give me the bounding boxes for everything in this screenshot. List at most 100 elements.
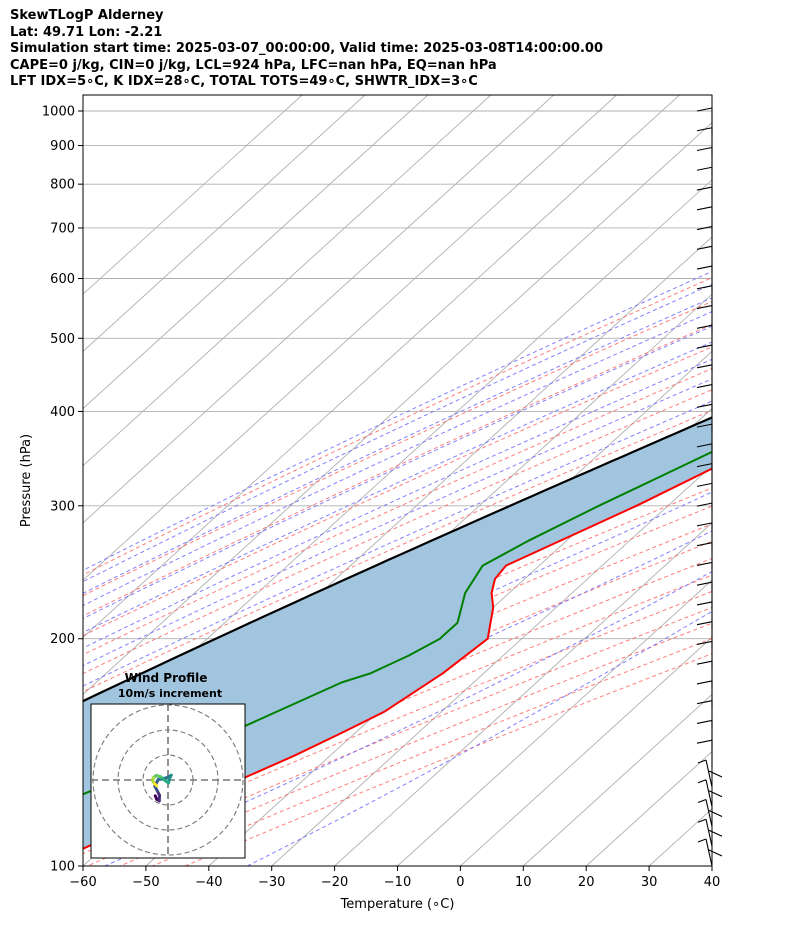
isotherm-line (83, 95, 366, 352)
wind-barb (696, 206, 713, 234)
y-tick-label: 700 (50, 221, 75, 236)
isotherm-line (83, 122, 712, 696)
wind-barb (696, 640, 713, 669)
dry-adiabat-line (83, 505, 712, 778)
wind-barb (696, 482, 713, 511)
y-tick-label: 500 (50, 332, 75, 347)
moist-adiabat-line (83, 283, 712, 583)
dry-adiabat-line (83, 300, 712, 597)
wind-barb (697, 838, 723, 867)
y-axis-label: Pressure (hPa) (19, 434, 34, 527)
barb-flag (696, 206, 713, 211)
barb-staff (705, 838, 713, 867)
barb-flag (696, 344, 713, 349)
time-line: Simulation start time: 2025-03-07_00:00:… (10, 41, 603, 56)
y-tick-label: 800 (50, 178, 75, 193)
inset-plot-area (91, 704, 245, 858)
dry-adiabat-line (83, 409, 712, 693)
wind-barb (697, 759, 723, 788)
x-tick-label: −30 (258, 875, 285, 890)
barb-flag (696, 601, 713, 606)
barb-flag (697, 759, 707, 764)
x-tick-label: −20 (321, 875, 348, 890)
barb-flag (708, 849, 723, 857)
moist-adiabat-line (83, 530, 712, 821)
isotherm-line (83, 95, 555, 524)
wind-barb (696, 127, 713, 155)
barb-flag (696, 739, 713, 744)
inset-subtitle: 10m/s increment (118, 687, 222, 700)
wind-barb (697, 779, 723, 807)
barb-flag (696, 324, 713, 329)
barb-flag (708, 809, 723, 817)
wind-barb (696, 305, 713, 333)
barb-flag (696, 581, 713, 586)
moist-adiabat-line (83, 325, 712, 620)
moist-adiabat-line (83, 270, 712, 571)
barb-flag (708, 770, 723, 778)
isotherm-line (397, 579, 712, 866)
moist-adiabat-line (83, 378, 712, 667)
location-line: Lat: 49.71 Lon: -2.21 (10, 24, 163, 40)
parcel-params-line: CAPE=0 j/kg, CIN=0 j/kg, LCL=924 hPa, LF… (10, 57, 497, 73)
moist-adiabat-line (83, 297, 712, 594)
wind-barb (696, 700, 713, 728)
barb-flag (696, 265, 713, 270)
wind-barb (696, 739, 713, 768)
inset-title: Wind Profile (125, 671, 208, 685)
isotherm-line (334, 522, 712, 866)
x-tick-label: 0 (456, 875, 464, 890)
barb-staff (705, 759, 713, 788)
wind-barb (696, 245, 713, 274)
barb-flag (696, 680, 713, 685)
y-tick-label: 300 (50, 499, 75, 514)
barb-flag (696, 186, 713, 191)
isotherm-line (83, 95, 617, 581)
wind-barb (697, 798, 723, 827)
parcel-path-line (83, 416, 712, 703)
barb-flag (696, 403, 713, 408)
barb-flag (696, 423, 713, 428)
x-axis-label: Temperature (∘C) (340, 897, 455, 912)
y-tick-label: 400 (50, 405, 75, 420)
isotherm-line (271, 465, 712, 866)
barb-flag (708, 829, 723, 837)
isotherm-line (460, 636, 712, 866)
barb-flag (696, 226, 713, 231)
wind-barb (696, 364, 713, 392)
wind-profile-inset: Wind Profile 10m/s increment (90, 671, 246, 859)
x-tick-label: −50 (132, 875, 159, 890)
dry-adiabat-line (83, 523, 712, 794)
isotherm-line (83, 95, 429, 410)
indices-line: LFT IDX=5∘C, K IDX=28∘C, TOTAL TOTS=49∘C… (10, 74, 478, 89)
moist-adiabat-line (83, 341, 712, 634)
y-tick-label: 600 (50, 272, 75, 287)
barb-staff (705, 799, 713, 827)
mixing-ratio-line (739, 95, 794, 338)
barb-flag (696, 166, 713, 171)
barb-flag (696, 660, 713, 665)
wind-barb (696, 581, 713, 610)
isotherm-line (83, 95, 680, 638)
barb-flag (696, 542, 713, 547)
isotherm-line (83, 95, 303, 295)
moist-adiabat-line (83, 400, 712, 687)
wind-barb (696, 542, 713, 570)
wind-barb (696, 680, 713, 708)
x-tick-label: 20 (578, 875, 595, 890)
wind-barb (696, 107, 713, 135)
axes-layer: −60 −50 −40 −30 −20 −10 0 10 20 30 40 1000 900 800 700… (19, 94, 720, 912)
barb-staff (705, 779, 713, 807)
y-tick-label: 1000 (42, 104, 75, 119)
wind-barb (697, 818, 723, 847)
x-tick-label: −40 (195, 875, 222, 890)
barb-flag (696, 384, 713, 389)
wind-barbs (696, 107, 723, 867)
barb-flag (696, 285, 713, 290)
barb-flag (696, 305, 713, 310)
barb-flag (696, 561, 713, 566)
wind-barb (696, 146, 713, 175)
barb-flag (697, 838, 707, 843)
barb-flag (696, 107, 713, 112)
chart-title: SkewTLogP Alderney (10, 8, 164, 23)
